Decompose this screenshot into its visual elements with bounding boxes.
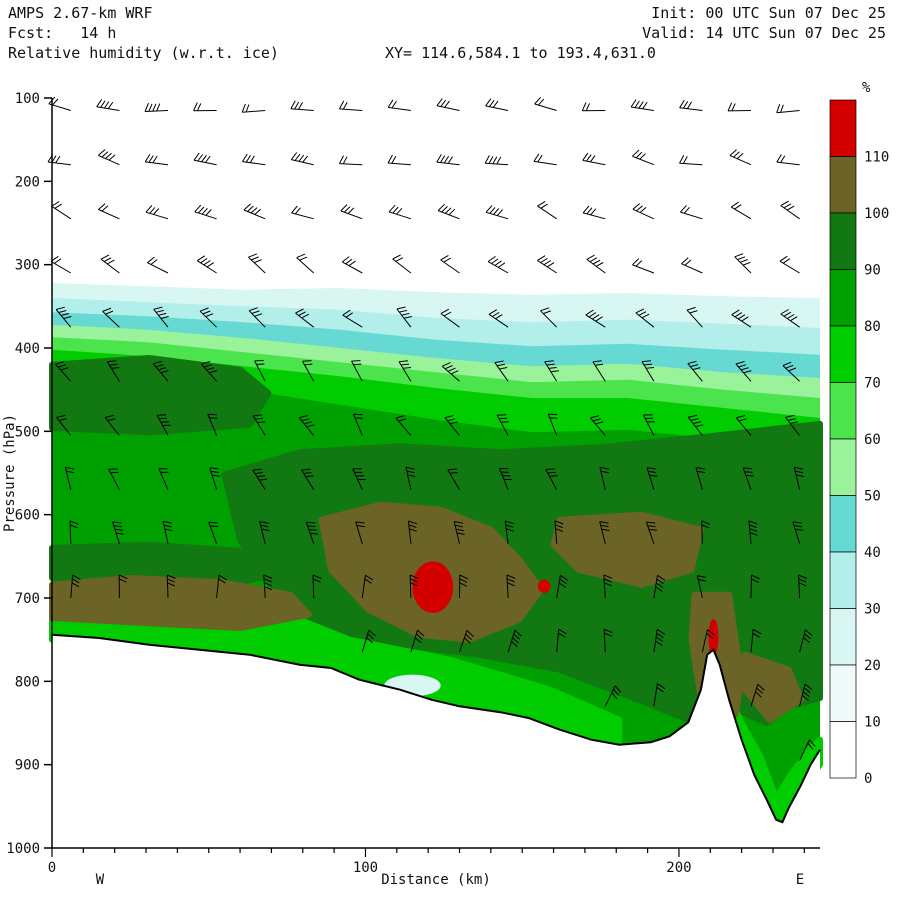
svg-text:100: 100 <box>864 206 889 222</box>
svg-text:200: 200 <box>15 174 40 190</box>
svg-text:100: 100 <box>353 860 378 876</box>
svg-text:500: 500 <box>15 424 40 440</box>
svg-text:1000: 1000 <box>6 841 40 857</box>
rh-regions <box>49 355 823 826</box>
valid-time: Valid: 14 UTC Sun 07 Dec 25 <box>642 24 886 42</box>
svg-text:0: 0 <box>864 771 872 787</box>
terrain <box>51 633 821 848</box>
svg-text:600: 600 <box>15 508 40 524</box>
svg-text:30: 30 <box>864 602 881 618</box>
axes: 100 200 300 400 500 600 700 800 900 1000 0 100 200 Di… <box>2 91 820 888</box>
svg-text:200: 200 <box>666 860 691 876</box>
svg-text:80: 80 <box>864 319 881 335</box>
svg-text:20: 20 <box>864 658 881 674</box>
svg-text:70: 70 <box>864 376 881 392</box>
forecast-hour: Fcst: 14 h <box>8 24 117 42</box>
svg-text:0: 0 <box>48 860 56 876</box>
west-label: W <box>96 872 105 888</box>
svg-text:40: 40 <box>864 545 881 561</box>
svg-text:400: 400 <box>15 341 40 357</box>
svg-text:90: 90 <box>864 263 881 279</box>
model-title: AMPS 2.67-km WRF <box>8 4 153 22</box>
x-axis-label: Distance (km) <box>381 872 491 888</box>
xy-endpoints: XY= 114.6,584.1 to 193.4,631.0 <box>385 44 656 62</box>
svg-text:10: 10 <box>864 715 881 731</box>
east-label: E <box>796 872 804 888</box>
svg-text:110: 110 <box>864 150 889 166</box>
svg-text:60: 60 <box>864 432 881 448</box>
svg-text:800: 800 <box>15 674 40 690</box>
terrain-surface-line <box>51 633 821 824</box>
svg-text:50: 50 <box>864 489 881 505</box>
field-title: Relative humidity (w.r.t. ice) <box>8 44 279 62</box>
svg-text:100: 100 <box>15 91 40 107</box>
colorbar-unit: % <box>862 80 871 96</box>
wind-barbs <box>47 96 816 761</box>
init-time: Init: 00 UTC Sun 07 Dec 25 <box>651 4 886 22</box>
svg-text:900: 900 <box>15 758 40 774</box>
svg-text:700: 700 <box>15 591 40 607</box>
y-axis-label: Pressure (hPa) <box>2 414 18 532</box>
svg-text:300: 300 <box>15 258 40 274</box>
